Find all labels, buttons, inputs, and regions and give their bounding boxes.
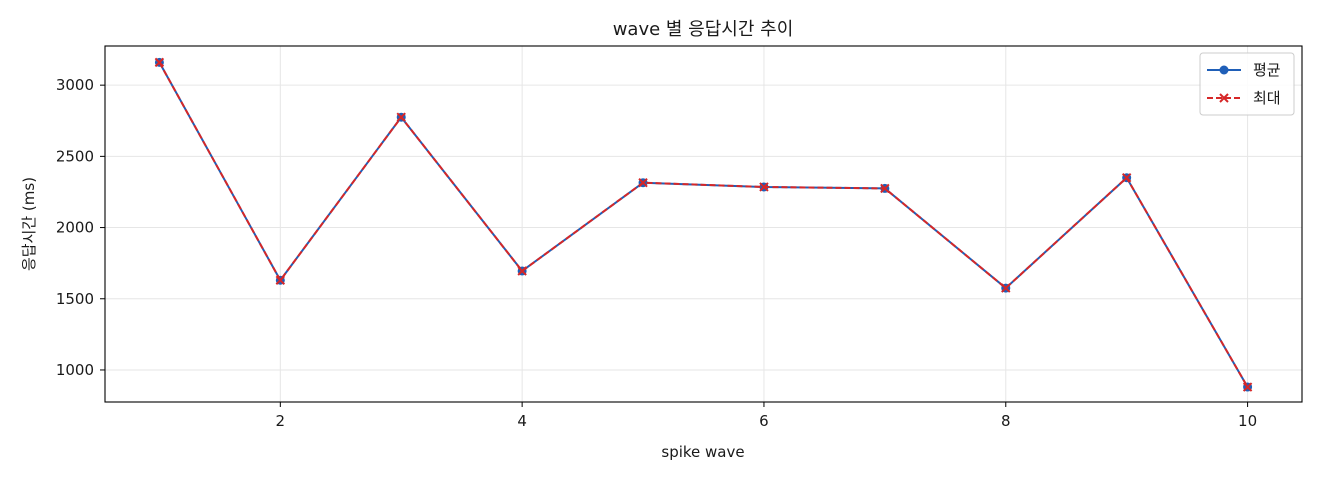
- x-tick-label: 6: [759, 412, 769, 430]
- x-tick-label: 10: [1238, 412, 1257, 430]
- series-layer: [154, 57, 1253, 392]
- data-point-x: [154, 57, 165, 68]
- legend-label-mean: 평균: [1253, 61, 1281, 79]
- grid-lines: [105, 46, 1302, 402]
- data-point-x: [275, 275, 286, 285]
- series-line-1: [158, 61, 1249, 388]
- data-point-x: [396, 112, 406, 122]
- data-point-x: [759, 182, 769, 192]
- data-point-x: [880, 183, 890, 194]
- legend: 평균 최대: [1199, 52, 1295, 116]
- y-tick-label: 1500: [56, 290, 94, 308]
- legend-marker-mean: [1219, 65, 1229, 75]
- x-tick-label: 2: [276, 412, 286, 430]
- data-point-x: [1242, 382, 1253, 392]
- legend-label-max: 최대: [1253, 89, 1281, 107]
- data-point-x: [1001, 283, 1011, 293]
- x-tick-label: 8: [1001, 412, 1011, 430]
- y-tick-label: 2500: [56, 147, 94, 165]
- y-tick-label: 3000: [56, 76, 94, 94]
- y-tick-label: 1000: [56, 361, 94, 379]
- x-tick-label: 4: [517, 412, 527, 430]
- plot-area-frame: [104, 45, 1303, 403]
- data-point-x: [1121, 173, 1132, 183]
- y-axis-label: 응답시간 (ms): [20, 177, 38, 271]
- data-point-x: [638, 177, 648, 188]
- legend-marker-max: [1219, 93, 1229, 103]
- x-axis-label: spike wave: [661, 443, 744, 461]
- chart-title: wave 별 응답시간 추이: [613, 19, 794, 40]
- data-point-x: [517, 266, 527, 276]
- y-tick-label: 2000: [56, 219, 94, 237]
- axes: 2 4 6 8 10 1000 1500 2000 2500 3000: [56, 76, 1257, 430]
